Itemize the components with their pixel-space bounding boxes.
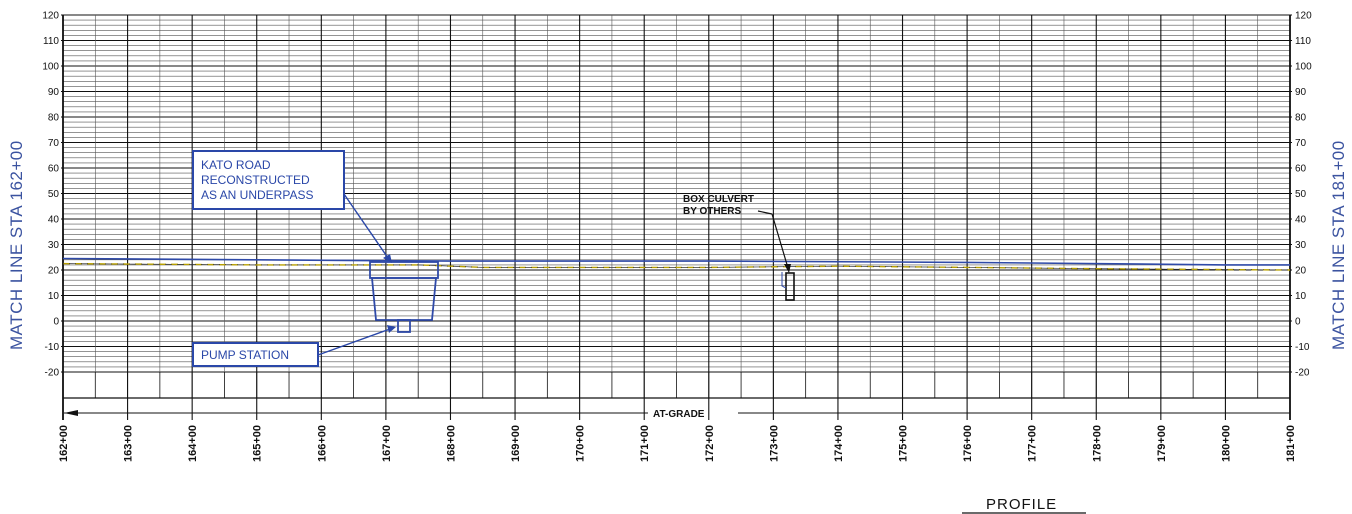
station-label: 166+00 xyxy=(316,425,328,462)
elevation-label-left: -10 xyxy=(45,342,60,353)
station-label: 173+00 xyxy=(768,425,780,462)
elevation-label-left: 10 xyxy=(48,291,60,302)
box-culvert-line-2: BY OTHERS xyxy=(683,206,741,217)
station-label: 164+00 xyxy=(187,425,199,462)
elevation-label-right: 90 xyxy=(1295,87,1307,98)
station-label: 170+00 xyxy=(575,425,587,462)
elevation-label-right: 100 xyxy=(1295,62,1312,73)
box-culvert-structure xyxy=(781,272,795,301)
station-label: 176+00 xyxy=(962,425,974,462)
profile-title-block: PROFILE xyxy=(962,496,1086,514)
elevation-label-left: -20 xyxy=(45,368,60,379)
match-line-left-label: MATCH LINE STA 162+00 xyxy=(7,140,26,350)
elevation-label-right: -20 xyxy=(1295,368,1310,379)
station-label: 179+00 xyxy=(1156,425,1168,462)
pump-station-label: PUMP STATION xyxy=(201,348,289,362)
elevation-label-right: -10 xyxy=(1295,342,1310,353)
elevation-label-right: 20 xyxy=(1295,266,1307,277)
elevation-label-left: 100 xyxy=(42,62,59,73)
proposed-grade-line-dark xyxy=(62,263,1291,271)
elevation-label-right: 30 xyxy=(1295,240,1307,251)
station-label: 181+00 xyxy=(1285,425,1297,462)
elevation-label-left: 0 xyxy=(53,317,59,328)
station-label: 172+00 xyxy=(704,425,716,462)
box-culvert-callout: BOX CULVERT BY OTHERS xyxy=(683,194,791,273)
kato-road-line-2: RECONSTRUCTED xyxy=(201,173,310,187)
elevation-label-right: 10 xyxy=(1295,291,1307,302)
elevation-label-right: 70 xyxy=(1295,138,1307,149)
existing-ground-line xyxy=(62,257,1290,266)
elevation-label-left: 60 xyxy=(48,164,60,175)
station-label: 174+00 xyxy=(833,425,845,462)
elevation-label-left: 80 xyxy=(48,113,60,124)
elevation-label-left: 20 xyxy=(48,266,60,277)
elevation-label-right: 120 xyxy=(1295,11,1312,22)
elevation-label-right: 60 xyxy=(1295,164,1307,175)
match-line-right-label: MATCH LINE STA 181+00 xyxy=(1329,140,1348,350)
station-label: 168+00 xyxy=(445,425,457,462)
station-label: 165+00 xyxy=(252,425,264,462)
elevation-label-left: 120 xyxy=(42,11,59,22)
elevation-label-right: 40 xyxy=(1295,215,1307,226)
elevation-label-left: 90 xyxy=(48,87,60,98)
station-band xyxy=(62,372,1291,398)
station-label: 177+00 xyxy=(1027,425,1039,462)
station-label: 163+00 xyxy=(123,425,135,462)
elevation-label-right: 80 xyxy=(1295,113,1307,124)
elevation-label-left: 50 xyxy=(48,189,60,200)
kato-road-line-3: AS AN UNDERPASS xyxy=(201,188,313,202)
profile-title: PROFILE xyxy=(986,496,1057,513)
elevation-label-left: 40 xyxy=(48,215,60,226)
at-grade-dimension: AT-GRADE xyxy=(64,409,1290,420)
elevation-label-left: 110 xyxy=(43,36,59,47)
station-label: 169+00 xyxy=(510,425,522,462)
pump-station-callout: PUMP STATION xyxy=(192,325,396,367)
elevation-label-right: 110 xyxy=(1295,36,1311,47)
elevation-label-left: 70 xyxy=(48,138,60,149)
kato-road-line-1: KATO ROAD xyxy=(201,158,271,172)
at-grade-label: AT-GRADE xyxy=(653,409,705,420)
station-label: 162+00 xyxy=(58,425,70,462)
station-label: 171+00 xyxy=(639,425,651,462)
station-label: 178+00 xyxy=(1091,425,1103,462)
station-labels: 162+00 163+00 164+00 165+00 166+00 167+00 168+… xyxy=(58,425,1297,462)
station-label: 175+00 xyxy=(898,425,910,462)
station-label: 180+00 xyxy=(1220,425,1232,462)
kato-road-callout: KATO ROAD RECONSTRUCTED AS AN UNDERPASS xyxy=(192,150,392,263)
box-culvert-line-1: BOX CULVERT xyxy=(683,194,754,205)
elevation-label-right: 0 xyxy=(1295,317,1301,328)
elevation-label-left: 30 xyxy=(48,240,60,251)
underpass-structure xyxy=(369,261,439,333)
station-label: 167+00 xyxy=(381,425,393,462)
elevation-label-right: 50 xyxy=(1295,189,1307,200)
